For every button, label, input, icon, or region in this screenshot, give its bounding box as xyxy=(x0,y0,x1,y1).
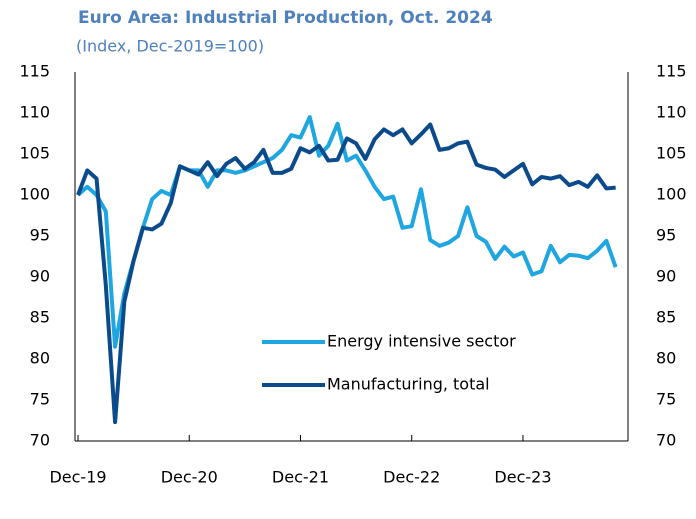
y-tick-label: 85 xyxy=(30,308,50,327)
x-tick-label: Dec-20 xyxy=(161,468,218,487)
x-tick-label: Dec-19 xyxy=(49,468,106,487)
y2-tick-label: 90 xyxy=(656,267,676,286)
y2-tick-label: 110 xyxy=(656,103,687,122)
y2-tick-label: 85 xyxy=(656,308,676,327)
legend-label: Manufacturing, total xyxy=(327,375,490,394)
x-tick-label: Dec-23 xyxy=(494,468,551,487)
y-tick-label: 100 xyxy=(19,185,50,204)
y2-tick-label: 115 xyxy=(656,62,687,81)
y-tick-label: 110 xyxy=(19,103,50,122)
y-tick-label: 95 xyxy=(30,226,50,245)
chart-title: Euro Area: Industrial Production, Oct. 2… xyxy=(78,8,493,28)
y2-tick-label: 80 xyxy=(656,349,676,368)
y2-tick-label: 75 xyxy=(656,390,676,409)
series-line xyxy=(76,122,616,425)
legend-label: Energy intensive sector xyxy=(327,332,516,351)
series-line xyxy=(76,115,618,349)
y2-tick-label: 100 xyxy=(656,185,687,204)
y2-tick-label: 70 xyxy=(656,431,676,450)
y-tick-label: 105 xyxy=(19,144,50,163)
x-tick-label: Dec-22 xyxy=(383,468,440,487)
y-tick-label: 80 xyxy=(30,349,50,368)
y-tick-label: 75 xyxy=(30,390,50,409)
x-tick-label: Dec-21 xyxy=(272,468,329,487)
chart-subtitle: (Index, Dec-2019=100) xyxy=(76,37,264,56)
y-tick-label: 70 xyxy=(30,431,50,450)
y-tick-label: 90 xyxy=(30,267,50,286)
y-tick-label: 115 xyxy=(19,62,50,81)
y2-tick-label: 105 xyxy=(656,144,687,163)
y2-tick-label: 95 xyxy=(656,226,676,245)
